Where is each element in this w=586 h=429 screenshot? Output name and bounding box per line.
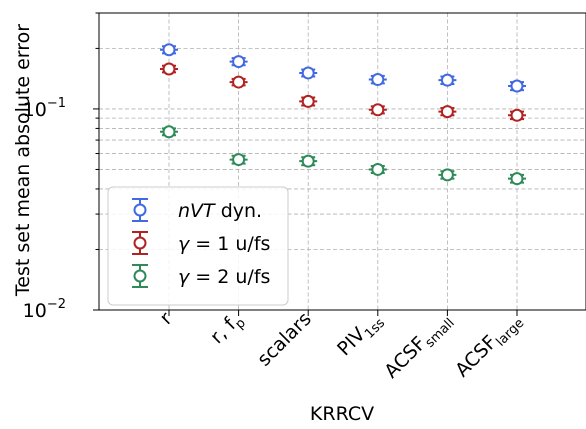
legend-marker (133, 269, 147, 283)
x-tick-label: scalars (253, 308, 316, 371)
y-tick-label: 10−2 (23, 297, 66, 322)
legend-entry: nVT dyn. (132, 198, 262, 222)
x-tick-label: r (155, 308, 176, 329)
data-point (371, 103, 385, 117)
y-axis-label: Test set mean absolute error (12, 24, 34, 297)
data-point (232, 55, 246, 69)
legend-label: γ = 2 u/fs (178, 266, 270, 288)
data-point (162, 125, 176, 139)
data-point (510, 108, 524, 122)
data-point (440, 73, 454, 87)
data-point (440, 168, 454, 182)
plot-frame (98, 12, 586, 311)
data-points (160, 43, 526, 186)
data-point (301, 154, 315, 168)
legend-entry: γ = 2 u/fs (132, 264, 270, 288)
legend: nVT dyn. γ = 1 u/fs γ = 2 u/fs (107, 186, 289, 306)
x-tick-label: ACSFlarge (451, 308, 527, 384)
legend-label: γ = 1 u/fs (178, 233, 270, 255)
series-group (160, 125, 526, 186)
y-tick-label: 10−1 (23, 96, 66, 121)
y-tick-labels: 10−2 10−1 (23, 96, 66, 322)
data-point (371, 73, 385, 87)
data-point (232, 153, 246, 167)
data-point (162, 62, 176, 76)
legend-box (107, 186, 289, 306)
data-point (440, 105, 454, 119)
data-point (510, 172, 524, 186)
legend-label: nVT dyn. (178, 200, 262, 222)
legend-marker (133, 236, 147, 250)
x-tick-label: r, fp (206, 308, 249, 351)
series-group (160, 43, 526, 93)
data-point (301, 94, 315, 108)
legend-marker (133, 203, 147, 217)
data-point (510, 79, 524, 93)
data-point (301, 66, 315, 80)
legend-entry: γ = 1 u/fs (132, 231, 270, 255)
x-tick-label: ACSFsmall (380, 308, 457, 385)
tick-marks (93, 12, 518, 316)
data-point (371, 162, 385, 176)
x-axis-label: KRRCV (310, 403, 374, 425)
series-group (160, 62, 526, 122)
x-tick-label: PIV1ss (333, 308, 388, 363)
data-point (232, 75, 246, 89)
data-point (162, 43, 176, 57)
